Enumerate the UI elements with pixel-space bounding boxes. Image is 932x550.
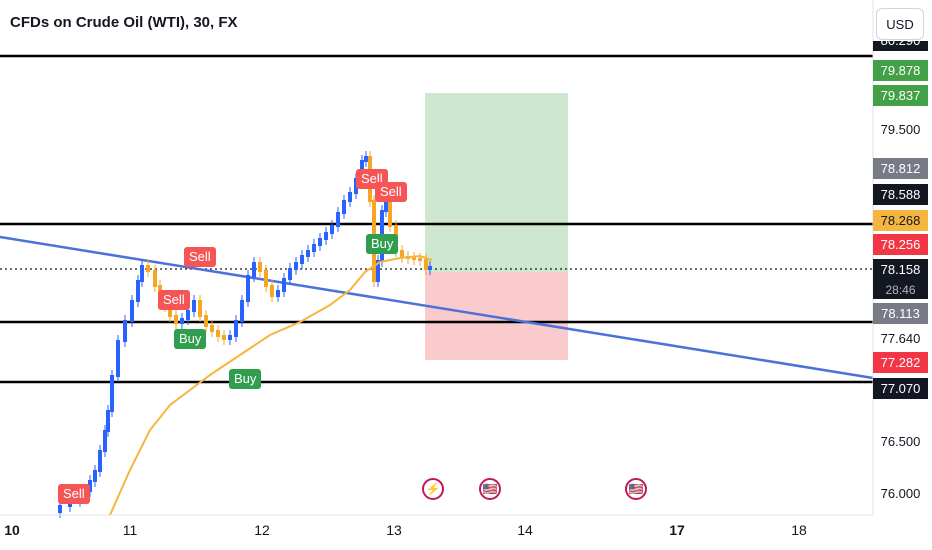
candlestick-series bbox=[58, 151, 432, 518]
sell-signal[interactable]: Sell bbox=[184, 247, 216, 267]
candle-body bbox=[324, 232, 328, 240]
candle-body bbox=[294, 262, 298, 270]
candle-body bbox=[376, 260, 380, 282]
candle-body bbox=[136, 280, 140, 302]
candle-body bbox=[210, 325, 214, 332]
candle-body bbox=[342, 200, 346, 214]
candle-body bbox=[270, 285, 274, 297]
us-flag-icon[interactable]: 🇺🇸 bbox=[625, 478, 647, 500]
sell-signal[interactable]: Sell bbox=[58, 484, 90, 504]
countdown-tag: 28:46 bbox=[873, 280, 928, 299]
candle-body bbox=[204, 315, 208, 327]
candle-body bbox=[116, 340, 120, 377]
candle-body bbox=[103, 430, 107, 452]
candle-body bbox=[312, 244, 316, 252]
moving-average-line bbox=[109, 254, 433, 516]
buy-signal[interactable]: Buy bbox=[229, 369, 262, 389]
price-tag-79-837: 79.837 bbox=[873, 85, 928, 106]
candle-body bbox=[234, 320, 238, 337]
candle-body bbox=[364, 156, 368, 162]
price-tick-76-000: 76.000 bbox=[880, 486, 921, 501]
price-tag-78-268: 78.268 bbox=[873, 210, 928, 231]
candle-body bbox=[348, 192, 352, 202]
time-label-10: 10 bbox=[4, 522, 20, 538]
time-label-11: 11 bbox=[122, 522, 138, 538]
candle-body bbox=[222, 335, 226, 340]
candle-body bbox=[216, 330, 220, 337]
candle-body bbox=[330, 225, 334, 234]
current-price-tag: 78.158 bbox=[873, 259, 928, 280]
buy-signal[interactable]: Buy bbox=[366, 234, 399, 254]
candle-body bbox=[130, 300, 134, 322]
time-label-18: 18 bbox=[791, 522, 807, 538]
time-label-13: 13 bbox=[386, 522, 402, 538]
candle-body bbox=[246, 275, 250, 302]
candle-body bbox=[288, 268, 292, 280]
price-axis-top-partial: 80.290 bbox=[873, 41, 928, 51]
candle-body bbox=[252, 262, 256, 277]
candle-body bbox=[424, 259, 428, 270]
candle-body bbox=[276, 290, 280, 297]
lightning-icon[interactable]: ⚡ bbox=[422, 478, 444, 500]
buy-signal[interactable]: Buy bbox=[174, 329, 207, 349]
candle-body bbox=[186, 310, 190, 320]
sell-signal[interactable]: Sell bbox=[158, 290, 190, 310]
price-tick-79-500: 79.500 bbox=[880, 122, 921, 137]
candle-body bbox=[258, 262, 262, 272]
candle-body bbox=[146, 265, 150, 272]
candle-body bbox=[228, 335, 232, 340]
candle-body bbox=[88, 480, 92, 492]
sell-signal[interactable]: Sell bbox=[375, 182, 407, 202]
trendline[interactable] bbox=[0, 235, 874, 380]
candle-body bbox=[240, 300, 244, 322]
price-tag-78-588: 78.588 bbox=[873, 184, 928, 205]
candle-body bbox=[300, 255, 304, 264]
candle-body bbox=[412, 257, 416, 260]
target-zone[interactable] bbox=[425, 93, 568, 272]
price-tag-78-113: 78.113 bbox=[873, 303, 928, 324]
candle-body bbox=[418, 258, 422, 261]
candle-body bbox=[400, 250, 404, 258]
candle-body bbox=[384, 195, 388, 212]
candle-body bbox=[264, 270, 268, 287]
candle-body bbox=[140, 265, 144, 282]
price-tag-79-878: 79.878 bbox=[873, 60, 928, 81]
price-tag-77-070: 77.070 bbox=[873, 378, 928, 399]
candle-body bbox=[180, 318, 184, 324]
candle-body bbox=[198, 300, 202, 317]
candle-body bbox=[318, 238, 322, 246]
time-label-17: 17 bbox=[669, 522, 685, 538]
time-label-12: 12 bbox=[254, 522, 270, 538]
price-tag-78-256: 78.256 bbox=[873, 234, 928, 255]
candle-body bbox=[93, 470, 97, 482]
candle-body bbox=[58, 505, 62, 513]
candle-body bbox=[174, 315, 178, 324]
candle-body bbox=[98, 450, 102, 472]
us-flag-icon[interactable]: 🇺🇸 bbox=[479, 478, 501, 500]
candle-body bbox=[282, 278, 286, 292]
price-tick-76-500: 76.500 bbox=[880, 434, 921, 449]
time-label-14: 14 bbox=[517, 522, 533, 538]
candle-body bbox=[336, 212, 340, 227]
candle-body bbox=[123, 320, 127, 342]
currency-button[interactable]: USD bbox=[876, 8, 924, 40]
price-tag-78-812: 78.812 bbox=[873, 158, 928, 179]
chart-title[interactable]: CFDs on Crude Oil (WTI), 30, FX bbox=[10, 14, 238, 31]
candle-body bbox=[388, 195, 392, 227]
price-tag-77-282: 77.282 bbox=[873, 352, 928, 373]
price-tick-77-640: 77.640 bbox=[880, 331, 921, 346]
candle-body bbox=[306, 250, 310, 257]
candle-body bbox=[168, 305, 172, 317]
candle-body bbox=[192, 300, 196, 312]
candle-body bbox=[153, 270, 157, 287]
candle-body bbox=[106, 410, 110, 432]
candle-body bbox=[110, 375, 114, 412]
candle-body bbox=[428, 266, 432, 270]
